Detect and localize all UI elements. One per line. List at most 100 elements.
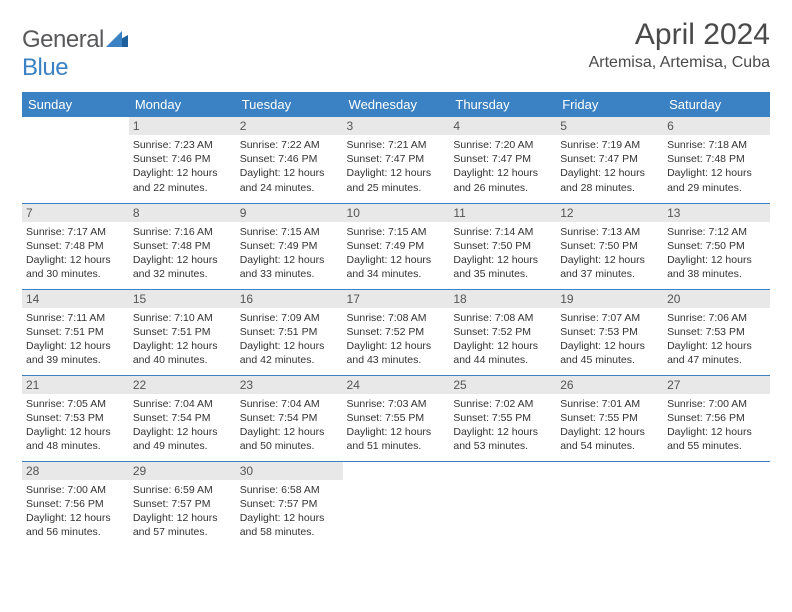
calendar-row: 7Sunrise: 7:17 AMSunset: 7:48 PMDaylight… xyxy=(22,203,770,289)
day-number: 17 xyxy=(343,290,450,308)
detail-line: Daylight: 12 hours xyxy=(347,339,446,353)
day-details: Sunrise: 7:02 AMSunset: 7:55 PMDaylight:… xyxy=(453,397,552,454)
day-number: 9 xyxy=(236,204,343,222)
detail-line: Sunrise: 7:16 AM xyxy=(133,225,232,239)
day-number: 14 xyxy=(22,290,129,308)
detail-line: Daylight: 12 hours xyxy=(453,339,552,353)
day-number: 27 xyxy=(663,376,770,394)
detail-line: Sunrise: 7:07 AM xyxy=(560,311,659,325)
detail-line: Sunrise: 7:20 AM xyxy=(453,138,552,152)
detail-line: Daylight: 12 hours xyxy=(453,166,552,180)
detail-line: Sunset: 7:53 PM xyxy=(667,325,766,339)
detail-line: Sunrise: 7:05 AM xyxy=(26,397,125,411)
day-number: 15 xyxy=(129,290,236,308)
day-details: Sunrise: 7:07 AMSunset: 7:53 PMDaylight:… xyxy=(560,311,659,368)
col-saturday: Saturday xyxy=(663,92,770,117)
day-cell: 27Sunrise: 7:00 AMSunset: 7:56 PMDayligh… xyxy=(663,375,770,461)
detail-line: and 56 minutes. xyxy=(26,525,125,539)
day-details: Sunrise: 7:01 AMSunset: 7:55 PMDaylight:… xyxy=(560,397,659,454)
day-number: 5 xyxy=(556,117,663,135)
day-cell: 4 Sunrise: 7:20 AMSunset: 7:47 PMDaylight… xyxy=(449,117,556,203)
detail-line: Daylight: 12 hours xyxy=(667,166,766,180)
day-details: Sunrise: 7:15 AMSunset: 7:49 PMDaylight:… xyxy=(347,225,446,282)
detail-line: Daylight: 12 hours xyxy=(26,511,125,525)
day-number: 4 xyxy=(449,117,556,135)
day-details: Sunrise: 7:14 AMSunset: 7:50 PMDaylight:… xyxy=(453,225,552,282)
detail-line: Sunset: 7:52 PM xyxy=(453,325,552,339)
detail-line: and 53 minutes. xyxy=(453,439,552,453)
detail-line: Daylight: 12 hours xyxy=(26,339,125,353)
detail-line: Sunrise: 7:10 AM xyxy=(133,311,232,325)
detail-line: Daylight: 12 hours xyxy=(667,425,766,439)
day-cell xyxy=(556,461,663,547)
day-cell: 25Sunrise: 7:02 AMSunset: 7:55 PMDayligh… xyxy=(449,375,556,461)
detail-line: Daylight: 12 hours xyxy=(133,511,232,525)
day-number: 23 xyxy=(236,376,343,394)
day-header-row: Sunday Monday Tuesday Wednesday Thursday… xyxy=(22,92,770,117)
calendar-table: Sunday Monday Tuesday Wednesday Thursday… xyxy=(22,92,770,547)
detail-line: Sunrise: 7:04 AM xyxy=(240,397,339,411)
detail-line: Sunset: 7:51 PM xyxy=(133,325,232,339)
detail-line: Sunrise: 7:23 AM xyxy=(133,138,232,152)
day-number: 16 xyxy=(236,290,343,308)
day-cell: 21Sunrise: 7:05 AMSunset: 7:53 PMDayligh… xyxy=(22,375,129,461)
location-text: Artemisa, Artemisa, Cuba xyxy=(589,54,770,72)
day-number: 19 xyxy=(556,290,663,308)
calendar-body: 1Sunrise: 7:23 AMSunset: 7:46 PMDaylight… xyxy=(22,117,770,547)
detail-line: and 38 minutes. xyxy=(667,267,766,281)
detail-line: Sunrise: 7:21 AM xyxy=(347,138,446,152)
detail-line: Sunrise: 7:08 AM xyxy=(453,311,552,325)
detail-line: Sunrise: 7:11 AM xyxy=(26,311,125,325)
day-cell: 26 Sunrise: 7:01 AMSunset: 7:55 PMDayligh… xyxy=(556,375,663,461)
detail-line: and 22 minutes. xyxy=(133,181,232,195)
detail-line: and 44 minutes. xyxy=(453,353,552,367)
day-number: 12 xyxy=(556,204,663,222)
detail-line: and 43 minutes. xyxy=(347,353,446,367)
day-cell xyxy=(343,461,450,547)
day-details: Sunrise: 6:58 AMSunset: 7:57 PMDaylight:… xyxy=(240,483,339,540)
col-wednesday: Wednesday xyxy=(343,92,450,117)
day-number: 21 xyxy=(22,376,129,394)
detail-line: Sunset: 7:50 PM xyxy=(667,239,766,253)
detail-line: Sunrise: 7:14 AM xyxy=(453,225,552,239)
detail-line: Sunrise: 7:01 AM xyxy=(560,397,659,411)
day-cell: 5Sunrise: 7:19 AMSunset: 7:47 PMDaylight… xyxy=(556,117,663,203)
detail-line: and 26 minutes. xyxy=(453,181,552,195)
detail-line: and 39 minutes. xyxy=(26,353,125,367)
detail-line: Sunset: 7:57 PM xyxy=(240,497,339,511)
detail-line: Sunrise: 7:03 AM xyxy=(347,397,446,411)
day-cell: 28Sunrise: 7:00 AMSunset: 7:56 PMDayligh… xyxy=(22,461,129,547)
detail-line: Daylight: 12 hours xyxy=(667,339,766,353)
detail-line: Sunrise: 7:15 AM xyxy=(240,225,339,239)
day-number: 24 xyxy=(343,376,450,394)
detail-line: Sunset: 7:47 PM xyxy=(347,152,446,166)
detail-line: and 45 minutes. xyxy=(560,353,659,367)
detail-line: Daylight: 12 hours xyxy=(240,339,339,353)
detail-line: Sunrise: 6:58 AM xyxy=(240,483,339,497)
detail-line: Daylight: 12 hours xyxy=(453,253,552,267)
day-details: Sunrise: 7:18 AMSunset: 7:48 PMDaylight:… xyxy=(667,138,766,195)
day-cell: 30Sunrise: 6:58 AMSunset: 7:57 PMDayligh… xyxy=(236,461,343,547)
day-cell: 18Sunrise: 7:08 AMSunset: 7:52 PMDayligh… xyxy=(449,289,556,375)
col-friday: Friday xyxy=(556,92,663,117)
calendar-row: 1Sunrise: 7:23 AMSunset: 7:46 PMDaylight… xyxy=(22,117,770,203)
day-details: Sunrise: 7:09 AMSunset: 7:51 PMDaylight:… xyxy=(240,311,339,368)
day-cell: 16 Sunrise: 7:09 AMSunset: 7:51 PMDayligh… xyxy=(236,289,343,375)
detail-line: and 28 minutes. xyxy=(560,181,659,195)
day-details: Sunrise: 7:00 AMSunset: 7:56 PMDaylight:… xyxy=(26,483,125,540)
day-details: Sunrise: 7:20 AMSunset: 7:47 PMDaylight:… xyxy=(453,138,552,195)
detail-line: Daylight: 12 hours xyxy=(560,166,659,180)
detail-line: Sunrise: 7:15 AM xyxy=(347,225,446,239)
detail-line: Sunset: 7:52 PM xyxy=(347,325,446,339)
page-header: GeneralBlue April 2024 Artemisa, Artemis… xyxy=(22,18,770,82)
col-thursday: Thursday xyxy=(449,92,556,117)
day-cell: 9Sunrise: 7:15 AMSunset: 7:49 PMDaylight… xyxy=(236,203,343,289)
day-cell xyxy=(22,117,129,203)
detail-line: Sunset: 7:47 PM xyxy=(453,152,552,166)
day-cell: 1Sunrise: 7:23 AMSunset: 7:46 PMDaylight… xyxy=(129,117,236,203)
detail-line: Daylight: 12 hours xyxy=(560,253,659,267)
day-cell: 20Sunrise: 7:06 AMSunset: 7:53 PMDayligh… xyxy=(663,289,770,375)
day-number: 26 xyxy=(556,376,663,394)
detail-line: Daylight: 12 hours xyxy=(560,425,659,439)
detail-line: Sunrise: 7:17 AM xyxy=(26,225,125,239)
